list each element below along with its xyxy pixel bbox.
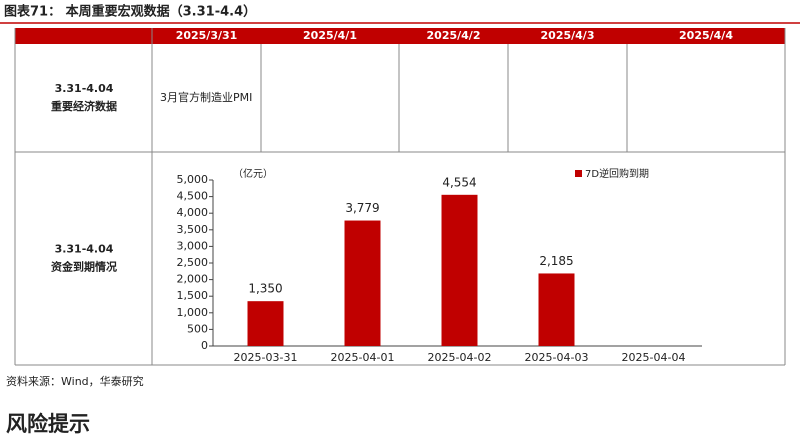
cell-text: 3月官方制造业PMI bbox=[160, 90, 252, 104]
header-row bbox=[15, 28, 785, 44]
bar bbox=[344, 220, 381, 346]
y-tick-label: 1,000 bbox=[177, 306, 209, 319]
column-header: 2025/3/31 bbox=[176, 29, 238, 42]
data-label: 3,779 bbox=[345, 201, 379, 215]
figure-title: 图表71： 本周重要宏观数据（3.31-4.4） bbox=[4, 4, 256, 20]
column-header: 2025/4/2 bbox=[427, 29, 481, 42]
column-header: 2025/4/1 bbox=[303, 29, 357, 42]
row-period: 3.31-4.04 bbox=[55, 82, 114, 95]
y-tick-label: 3,000 bbox=[177, 239, 209, 252]
y-tick-label: 5,000 bbox=[177, 173, 209, 186]
row-label: 资金到期情况 bbox=[51, 260, 117, 274]
x-tick-label: 2025-04-04 bbox=[622, 351, 686, 364]
x-tick-label: 2025-03-31 bbox=[234, 351, 298, 364]
legend-label: 7D逆回购到期 bbox=[585, 167, 649, 180]
table-lines bbox=[14, 28, 786, 366]
bar bbox=[538, 273, 575, 346]
y-tick-label: 3,500 bbox=[177, 223, 209, 236]
y-tick-label: 2,500 bbox=[177, 256, 209, 269]
bar bbox=[247, 301, 284, 346]
data-label: 2,185 bbox=[539, 254, 573, 268]
source-note: 资料来源：Wind，华泰研究 bbox=[6, 374, 144, 388]
row-label: 重要经济数据 bbox=[51, 99, 117, 113]
bar bbox=[441, 194, 478, 346]
x-tick-label: 2025-04-03 bbox=[525, 351, 589, 364]
y-tick-label: 500 bbox=[187, 322, 208, 335]
y-tick-label: 4,000 bbox=[177, 206, 209, 219]
unit-label: （亿元） bbox=[233, 167, 273, 180]
y-tick-label: 2,000 bbox=[177, 273, 209, 286]
y-tick-label: 0 bbox=[201, 339, 208, 352]
x-tick-label: 2025-04-01 bbox=[331, 351, 395, 364]
y-tick-label: 4,500 bbox=[177, 190, 209, 203]
section-title: 风险提示 bbox=[6, 412, 90, 436]
legend-swatch bbox=[575, 170, 582, 177]
column-header: 2025/4/3 bbox=[541, 29, 595, 42]
data-label: 1,350 bbox=[248, 282, 282, 296]
y-tick-label: 1,500 bbox=[177, 289, 209, 302]
x-tick-label: 2025-04-02 bbox=[428, 351, 492, 364]
column-header: 2025/4/4 bbox=[679, 29, 733, 42]
row-period: 3.31-4.04 bbox=[55, 243, 114, 256]
data-label: 4,554 bbox=[442, 175, 476, 189]
